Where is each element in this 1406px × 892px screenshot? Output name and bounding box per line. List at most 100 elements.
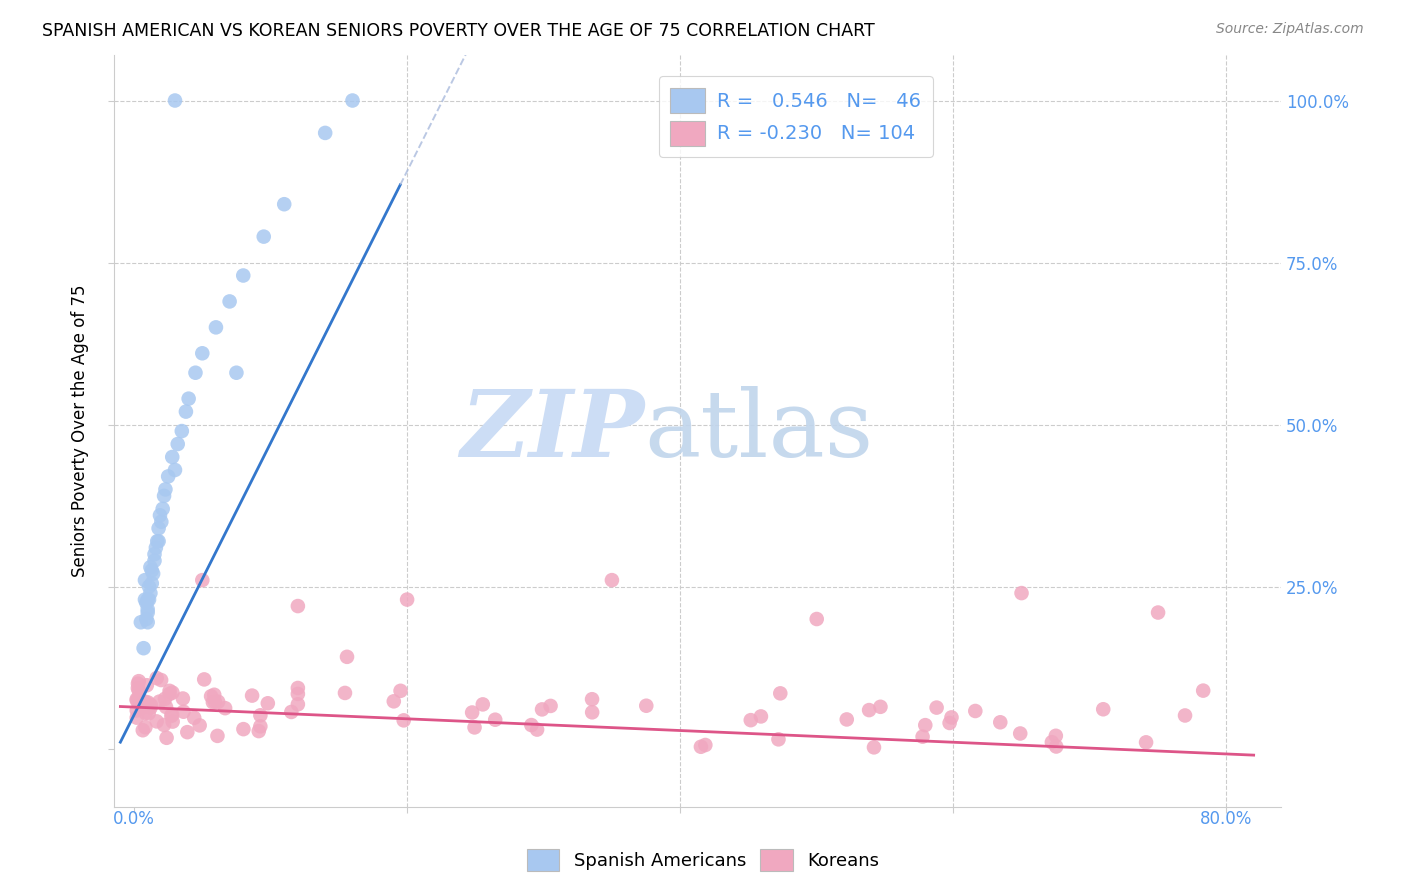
Point (159, 687, 181, 701)
Point (136, 592, 159, 607)
Point (858, 703, 880, 717)
Point (202, 688, 225, 702)
Point (148, 521, 170, 535)
Point (690, 739, 713, 754)
Legend: Spanish Americans, Koreans: Spanish Americans, Koreans (519, 842, 887, 879)
Point (965, 704, 987, 718)
Point (129, 615, 152, 630)
Point (484, 713, 506, 727)
Point (143, 547, 166, 561)
Point (134, 695, 156, 709)
Point (835, 713, 858, 727)
Point (141, 576, 163, 591)
Point (249, 719, 271, 733)
Point (150, 673, 173, 687)
Point (136, 615, 159, 630)
Point (134, 720, 156, 734)
Point (938, 716, 960, 731)
Point (1011, 586, 1033, 600)
Point (280, 705, 302, 719)
Point (581, 706, 603, 720)
Point (166, 437, 188, 451)
Point (988, 715, 1011, 730)
Point (247, 724, 270, 739)
Point (163, 94, 186, 108)
Point (769, 686, 792, 700)
Point (396, 592, 419, 607)
Point (256, 696, 278, 710)
Point (141, 563, 163, 577)
Point (153, 718, 176, 732)
Point (273, 197, 295, 211)
Point (806, 612, 828, 626)
Point (184, 366, 207, 380)
Point (170, 424, 193, 438)
Text: 80.0%: 80.0% (1201, 810, 1253, 828)
Point (125, 692, 148, 706)
Point (134, 573, 156, 587)
Point (232, 268, 254, 283)
Point (145, 671, 167, 685)
Point (225, 366, 247, 380)
Point (135, 678, 157, 692)
Point (314, 126, 336, 140)
Point (520, 718, 543, 732)
Point (134, 706, 156, 720)
Point (162, 714, 184, 729)
Point (863, 740, 886, 755)
Point (214, 701, 236, 715)
Point (139, 560, 162, 574)
Point (136, 606, 159, 620)
Legend: R =   0.546   N=   46, R = -0.230   N= 104: R = 0.546 N= 46, R = -0.230 N= 104 (658, 76, 932, 157)
Point (636, 698, 658, 713)
Point (152, 501, 174, 516)
Point (1174, 708, 1197, 723)
Point (740, 713, 762, 727)
Point (136, 696, 159, 710)
Point (139, 700, 162, 714)
Point (1092, 702, 1115, 716)
Text: atlas: atlas (645, 386, 875, 476)
Point (191, 346, 214, 360)
Point (1010, 726, 1032, 740)
Point (162, 450, 184, 464)
Point (392, 714, 415, 728)
Point (471, 698, 494, 712)
Point (201, 695, 224, 709)
Point (389, 683, 412, 698)
Point (138, 706, 160, 721)
Text: Source: ZipAtlas.com: Source: ZipAtlas.com (1216, 22, 1364, 37)
Point (135, 596, 157, 610)
Point (176, 725, 198, 739)
Point (336, 649, 359, 664)
Point (287, 698, 309, 712)
Point (464, 720, 486, 734)
Point (218, 294, 240, 309)
Point (342, 94, 364, 108)
Point (188, 718, 211, 732)
Point (333, 686, 356, 700)
Point (163, 463, 186, 477)
Point (125, 704, 148, 718)
Point (155, 483, 177, 497)
Point (160, 707, 183, 722)
Point (125, 693, 148, 707)
Point (600, 573, 623, 587)
Point (1045, 739, 1067, 754)
Point (1040, 735, 1063, 749)
Point (531, 702, 554, 716)
Point (253, 229, 276, 244)
Point (581, 692, 603, 706)
Point (382, 694, 405, 708)
Point (160, 709, 183, 723)
Point (173, 705, 195, 719)
Point (174, 404, 197, 418)
Point (127, 681, 149, 696)
Point (193, 673, 215, 687)
Point (128, 690, 150, 705)
Point (143, 554, 166, 568)
Point (155, 731, 177, 745)
Point (461, 706, 484, 720)
Point (149, 508, 172, 523)
Point (162, 685, 184, 699)
